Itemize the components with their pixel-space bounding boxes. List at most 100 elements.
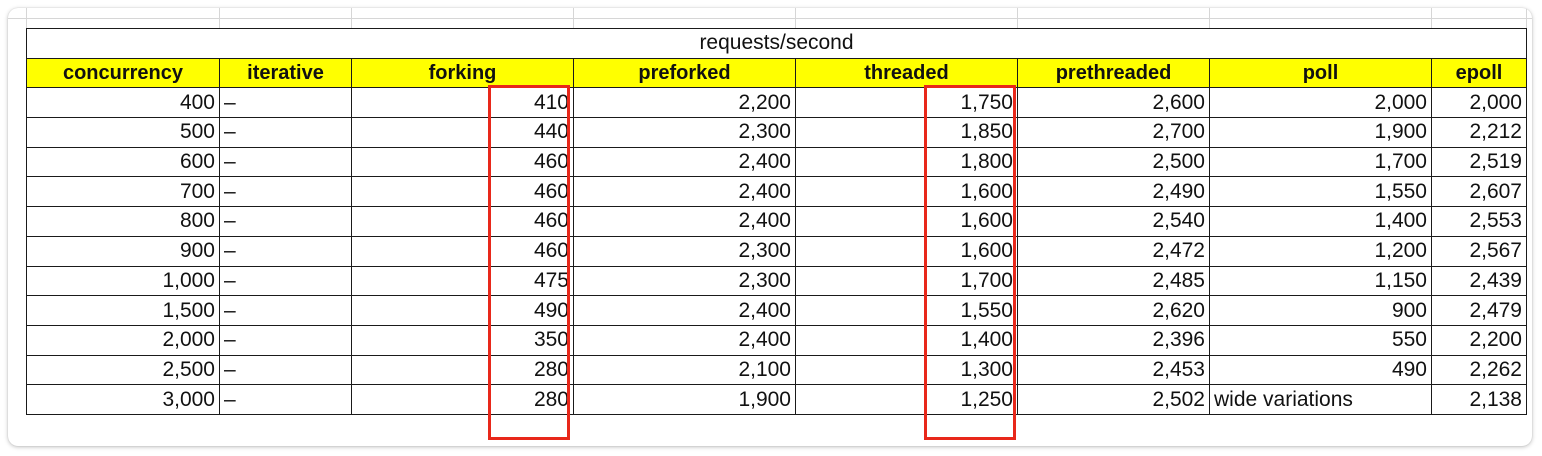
cell-forking[interactable]: 460 [351, 176, 574, 208]
cell-threaded[interactable]: 1,700 [795, 265, 1018, 297]
cell-threaded[interactable]: 1,600 [795, 235, 1018, 267]
cell-epoll[interactable]: 2,262 [1431, 354, 1527, 386]
column-header-iterative[interactable]: iterative [219, 57, 352, 89]
cell-poll[interactable]: wide variations [1209, 384, 1432, 415]
cell-concurrency[interactable]: 500 [26, 117, 220, 148]
column-header-forking[interactable]: forking [351, 57, 574, 89]
cell-prethreaded[interactable]: 2,490 [1017, 176, 1210, 208]
cell-preforked[interactable]: 2,400 [573, 324, 796, 356]
cell-poll[interactable]: 900 [1209, 295, 1432, 326]
cell-iterative[interactable]: – [219, 324, 352, 356]
cell-iterative[interactable]: – [219, 206, 352, 237]
cell-poll[interactable]: 1,550 [1209, 176, 1432, 208]
cell-concurrency[interactable]: 700 [26, 176, 220, 208]
cell-iterative[interactable]: – [219, 384, 352, 415]
cell-epoll[interactable]: 2,212 [1431, 117, 1527, 148]
cell-preforked[interactable]: 2,300 [573, 265, 796, 297]
cell-concurrency[interactable]: 2,500 [26, 354, 220, 386]
column-header-preforked[interactable]: preforked [573, 57, 796, 89]
cell-epoll[interactable]: 2,200 [1431, 324, 1527, 356]
cell-threaded[interactable]: 1,550 [795, 295, 1018, 326]
cell-iterative[interactable]: – [219, 235, 352, 267]
cell-concurrency[interactable]: 900 [26, 235, 220, 267]
cell-poll[interactable]: 2,000 [1209, 87, 1432, 119]
cell-preforked[interactable]: 2,300 [573, 117, 796, 148]
cell-prethreaded[interactable]: 2,500 [1017, 146, 1210, 178]
cell-poll[interactable]: 1,150 [1209, 265, 1432, 297]
cell-forking[interactable]: 475 [351, 265, 574, 297]
cell-epoll[interactable]: 2,479 [1431, 295, 1527, 326]
cell-epoll[interactable]: 2,138 [1431, 384, 1527, 415]
cell-preforked[interactable]: 2,400 [573, 295, 796, 326]
sheet-gridline [573, 8, 574, 28]
cell-preforked[interactable]: 2,400 [573, 206, 796, 237]
cell-poll[interactable]: 1,900 [1209, 117, 1432, 148]
cell-preforked[interactable]: 2,300 [573, 235, 796, 267]
cell-epoll[interactable]: 2,519 [1431, 146, 1527, 178]
cell-forking[interactable]: 410 [351, 87, 574, 119]
cell-iterative[interactable]: – [219, 176, 352, 208]
cell-prethreaded[interactable]: 2,453 [1017, 354, 1210, 386]
cell-prethreaded[interactable]: 2,600 [1017, 87, 1210, 119]
cell-iterative[interactable]: – [219, 295, 352, 326]
cell-iterative[interactable]: – [219, 265, 352, 297]
cell-concurrency[interactable]: 400 [26, 87, 220, 119]
cell-prethreaded[interactable]: 2,502 [1017, 384, 1210, 415]
cell-concurrency[interactable]: 2,000 [26, 324, 220, 356]
cell-preforked[interactable]: 2,200 [573, 87, 796, 119]
column-header-threaded[interactable]: threaded [795, 57, 1018, 89]
cell-prethreaded[interactable]: 2,620 [1017, 295, 1210, 326]
cell-forking[interactable]: 280 [351, 354, 574, 386]
cell-prethreaded[interactable]: 2,396 [1017, 324, 1210, 356]
cell-forking[interactable]: 490 [351, 295, 574, 326]
cell-concurrency[interactable]: 3,000 [26, 384, 220, 415]
cell-preforked[interactable]: 1,900 [573, 384, 796, 415]
cell-threaded[interactable]: 1,400 [795, 324, 1018, 356]
cell-forking[interactable]: 460 [351, 206, 574, 237]
cell-epoll[interactable]: 2,000 [1431, 87, 1527, 119]
cell-threaded[interactable]: 1,750 [795, 87, 1018, 119]
column-header-epoll[interactable]: epoll [1431, 57, 1527, 89]
cell-forking[interactable]: 280 [351, 384, 574, 415]
cell-iterative[interactable]: – [219, 117, 352, 148]
cell-prethreaded[interactable]: 2,540 [1017, 206, 1210, 237]
cell-concurrency[interactable]: 600 [26, 146, 220, 178]
cell-forking[interactable]: 350 [351, 324, 574, 356]
cell-concurrency[interactable]: 800 [26, 206, 220, 237]
cell-preforked[interactable]: 2,100 [573, 354, 796, 386]
column-header-prethreaded[interactable]: prethreaded [1017, 57, 1210, 89]
cell-forking[interactable]: 440 [351, 117, 574, 148]
cell-prethreaded[interactable]: 2,485 [1017, 265, 1210, 297]
cell-threaded[interactable]: 1,300 [795, 354, 1018, 386]
cell-poll[interactable]: 1,400 [1209, 206, 1432, 237]
cell-forking[interactable]: 460 [351, 235, 574, 267]
cell-iterative[interactable]: – [219, 87, 352, 119]
cell-poll[interactable]: 1,700 [1209, 146, 1432, 178]
cell-concurrency[interactable]: 1,000 [26, 265, 220, 297]
cell-threaded[interactable]: 1,250 [795, 384, 1018, 415]
cell-preforked[interactable]: 2,400 [573, 146, 796, 178]
table-row: 600–460 2,400 1,800 2,500 1,700 2,519 [26, 146, 1527, 178]
cell-prethreaded[interactable]: 2,472 [1017, 235, 1210, 267]
spreadsheet-panel: requests/second concurrency iterative fork… [8, 8, 1532, 446]
cell-concurrency[interactable]: 1,500 [26, 295, 220, 326]
cell-threaded[interactable]: 1,800 [795, 146, 1018, 178]
cell-poll[interactable]: 490 [1209, 354, 1432, 386]
cell-epoll[interactable]: 2,553 [1431, 206, 1527, 237]
cell-epoll[interactable]: 2,607 [1431, 176, 1527, 208]
column-header-concurrency[interactable]: concurrency [26, 57, 220, 89]
table-title[interactable]: requests/second [26, 28, 1527, 59]
cell-threaded[interactable]: 1,600 [795, 176, 1018, 208]
cell-threaded[interactable]: 1,600 [795, 206, 1018, 237]
cell-iterative[interactable]: – [219, 146, 352, 178]
cell-poll[interactable]: 550 [1209, 324, 1432, 356]
cell-threaded[interactable]: 1,850 [795, 117, 1018, 148]
cell-iterative[interactable]: – [219, 354, 352, 386]
cell-forking[interactable]: 460 [351, 146, 574, 178]
cell-epoll[interactable]: 2,567 [1431, 235, 1527, 267]
cell-prethreaded[interactable]: 2,700 [1017, 117, 1210, 148]
column-header-poll[interactable]: poll [1209, 57, 1432, 89]
cell-epoll[interactable]: 2,439 [1431, 265, 1527, 297]
cell-poll[interactable]: 1,200 [1209, 235, 1432, 267]
cell-preforked[interactable]: 2,400 [573, 176, 796, 208]
